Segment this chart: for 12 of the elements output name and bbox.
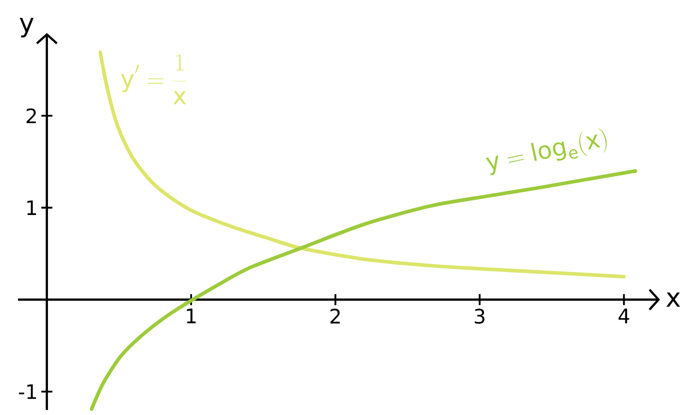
- line-series: [98, 50, 626, 278]
- y-axis-title: y: [20, 18, 34, 38]
- y-tick-label: 2: [26, 108, 36, 124]
- y-tick-label: 1: [27, 200, 36, 215]
- x-tick-label: 2: [330, 308, 340, 324]
- series-label: $y = \log_e(x)$: [486, 128, 607, 176]
- x-tick-label: 1: [186, 308, 196, 324]
- x-axis-title: x: [666, 292, 680, 307]
- x-tick-label: 4: [618, 308, 630, 324]
- y-tick-label: -1: [18, 384, 36, 399]
- x-tick-label: 3: [474, 308, 484, 324]
- series-label: $y' = \frac{1}{x}$: [121, 54, 187, 104]
